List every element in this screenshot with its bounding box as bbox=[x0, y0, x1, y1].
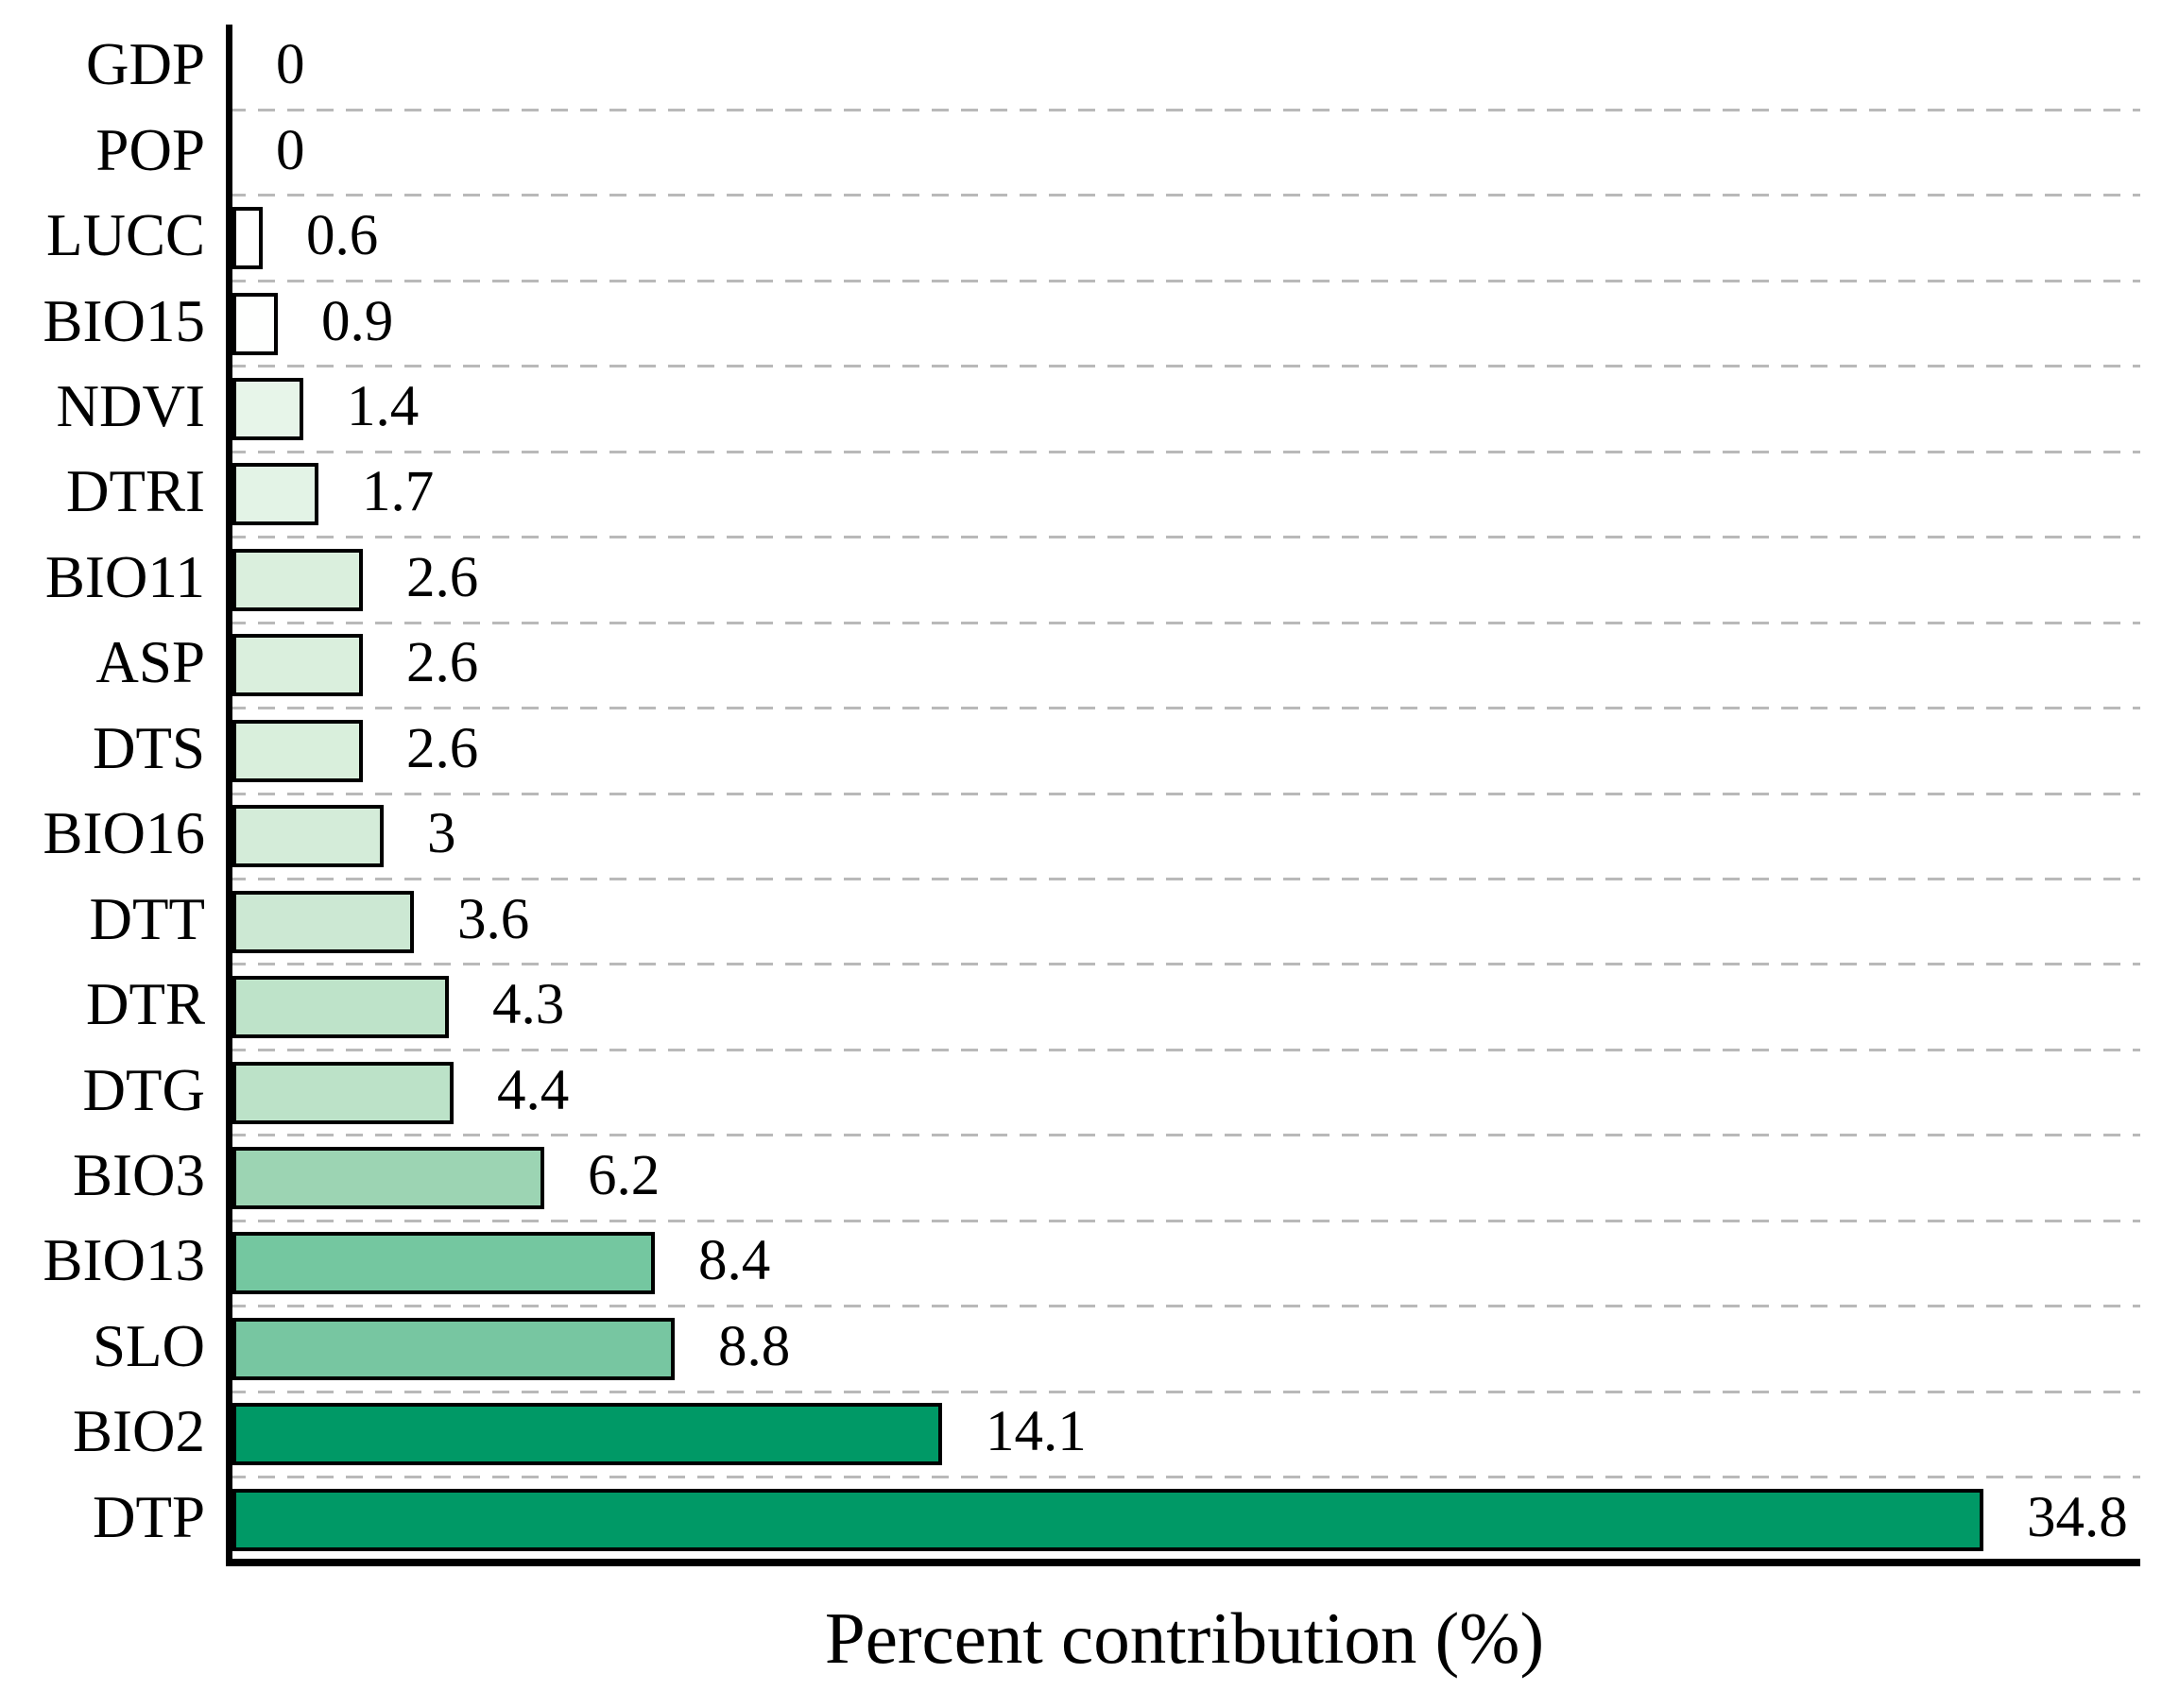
bar bbox=[232, 1232, 655, 1295]
category-label: POP bbox=[95, 116, 205, 183]
bar bbox=[232, 890, 414, 953]
category-row: DTG 4.4 bbox=[83, 1050, 2140, 1135]
category-label: DTS bbox=[92, 714, 205, 781]
category-label: ASP bbox=[95, 629, 205, 696]
gridline bbox=[229, 1476, 2140, 1479]
category-label: BIO2 bbox=[73, 1398, 205, 1465]
category-row: DTRI 1.7 bbox=[66, 452, 2140, 537]
category-label: BIO15 bbox=[43, 287, 206, 354]
category-row: NDVI 1.4 bbox=[57, 367, 2140, 452]
bar bbox=[232, 377, 303, 440]
value-label: 2.6 bbox=[406, 716, 479, 780]
bar bbox=[232, 976, 449, 1039]
category-label: DTT bbox=[89, 885, 205, 952]
category-row: DTS 2.6 bbox=[93, 709, 2140, 794]
gridline bbox=[229, 1048, 2140, 1051]
value-label: 1.7 bbox=[362, 460, 435, 524]
category-row: BIO3 6.2 bbox=[73, 1136, 2140, 1221]
category-label: DTG bbox=[82, 1056, 205, 1123]
category-row: POP 0 bbox=[95, 110, 2140, 195]
value-label: 2.6 bbox=[406, 545, 479, 609]
category-label: BIO16 bbox=[43, 800, 206, 867]
value-label: 6.2 bbox=[588, 1144, 661, 1208]
gridline bbox=[229, 450, 2140, 453]
gridline bbox=[229, 365, 2140, 368]
category-label: DTP bbox=[92, 1483, 205, 1550]
bar bbox=[232, 292, 278, 355]
category-row: GDP 0 bbox=[86, 25, 2140, 110]
gridline bbox=[229, 1219, 2140, 1222]
bar bbox=[232, 1488, 1983, 1551]
value-label: 8.8 bbox=[718, 1314, 791, 1378]
category-label: DTRI bbox=[66, 458, 205, 525]
category-row: BIO13 8.4 bbox=[43, 1221, 2140, 1306]
value-label: 3.6 bbox=[457, 887, 530, 951]
bar bbox=[232, 1146, 544, 1209]
gridline bbox=[229, 1390, 2140, 1393]
bar bbox=[232, 1403, 942, 1466]
gridline bbox=[229, 279, 2140, 282]
category-label: BIO13 bbox=[43, 1227, 206, 1294]
x-axis-title: Percent contribution (%) bbox=[824, 1597, 1545, 1679]
value-label: 1.4 bbox=[347, 375, 420, 439]
value-label: 0.6 bbox=[306, 204, 379, 268]
gridline bbox=[229, 963, 2140, 966]
category-label: DTR bbox=[86, 971, 205, 1038]
bar bbox=[232, 805, 384, 868]
category-row: LUCC 0.6 bbox=[46, 196, 2140, 281]
category-row: BIO2 14.1 bbox=[73, 1392, 2140, 1477]
value-label: 8.4 bbox=[698, 1229, 771, 1293]
bar bbox=[232, 719, 363, 782]
bar bbox=[232, 1061, 454, 1124]
category-row: SLO 8.8 bbox=[93, 1307, 2140, 1392]
gridline bbox=[229, 194, 2140, 197]
gridline bbox=[229, 536, 2140, 539]
y-axis-line bbox=[226, 25, 232, 1566]
x-axis-line bbox=[226, 1559, 2140, 1566]
value-label: 3 bbox=[427, 802, 456, 866]
bar bbox=[232, 207, 263, 270]
category-row: BIO16 3 bbox=[43, 794, 2140, 879]
plot-area: GDP 0 POP 0 LUCC 0.6 BIO15 0.9 NDVI 1.4 … bbox=[43, 25, 2140, 1566]
category-row: DTT 3.6 bbox=[90, 879, 2140, 964]
value-label: 0 bbox=[276, 118, 305, 182]
category-label: BIO11 bbox=[44, 543, 205, 610]
category-label: BIO3 bbox=[73, 1141, 205, 1208]
category-row: BIO11 2.6 bbox=[45, 538, 2140, 623]
category-row: ASP 2.6 bbox=[95, 623, 2140, 708]
bar bbox=[232, 1317, 675, 1380]
gridline bbox=[229, 108, 2140, 111]
value-label: 4.3 bbox=[492, 973, 565, 1037]
gridline bbox=[229, 707, 2140, 710]
bar bbox=[232, 634, 363, 697]
value-label: 0 bbox=[276, 33, 305, 97]
category-label: LUCC bbox=[45, 202, 205, 269]
bar bbox=[232, 463, 318, 526]
category-row: BIO15 0.9 bbox=[43, 281, 2140, 366]
value-label: 34.8 bbox=[2027, 1485, 2128, 1549]
gridline bbox=[229, 877, 2140, 880]
gridline bbox=[229, 792, 2140, 795]
gridline bbox=[229, 1134, 2140, 1137]
gridline bbox=[229, 621, 2140, 624]
category-row: DTP 34.8 bbox=[93, 1477, 2140, 1563]
category-row: DTR 4.3 bbox=[86, 965, 2140, 1050]
value-label: 2.6 bbox=[406, 631, 479, 695]
value-label: 4.4 bbox=[497, 1058, 570, 1122]
category-label: GDP bbox=[85, 31, 205, 98]
gridline bbox=[229, 1305, 2140, 1308]
value-label: 14.1 bbox=[986, 1400, 1087, 1464]
value-label: 0.9 bbox=[321, 289, 394, 353]
bar bbox=[232, 548, 363, 611]
category-label: NDVI bbox=[56, 372, 205, 439]
category-label: SLO bbox=[92, 1312, 205, 1379]
